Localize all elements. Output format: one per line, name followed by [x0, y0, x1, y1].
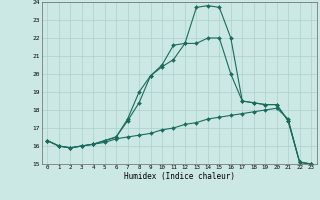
X-axis label: Humidex (Indice chaleur): Humidex (Indice chaleur) — [124, 172, 235, 181]
